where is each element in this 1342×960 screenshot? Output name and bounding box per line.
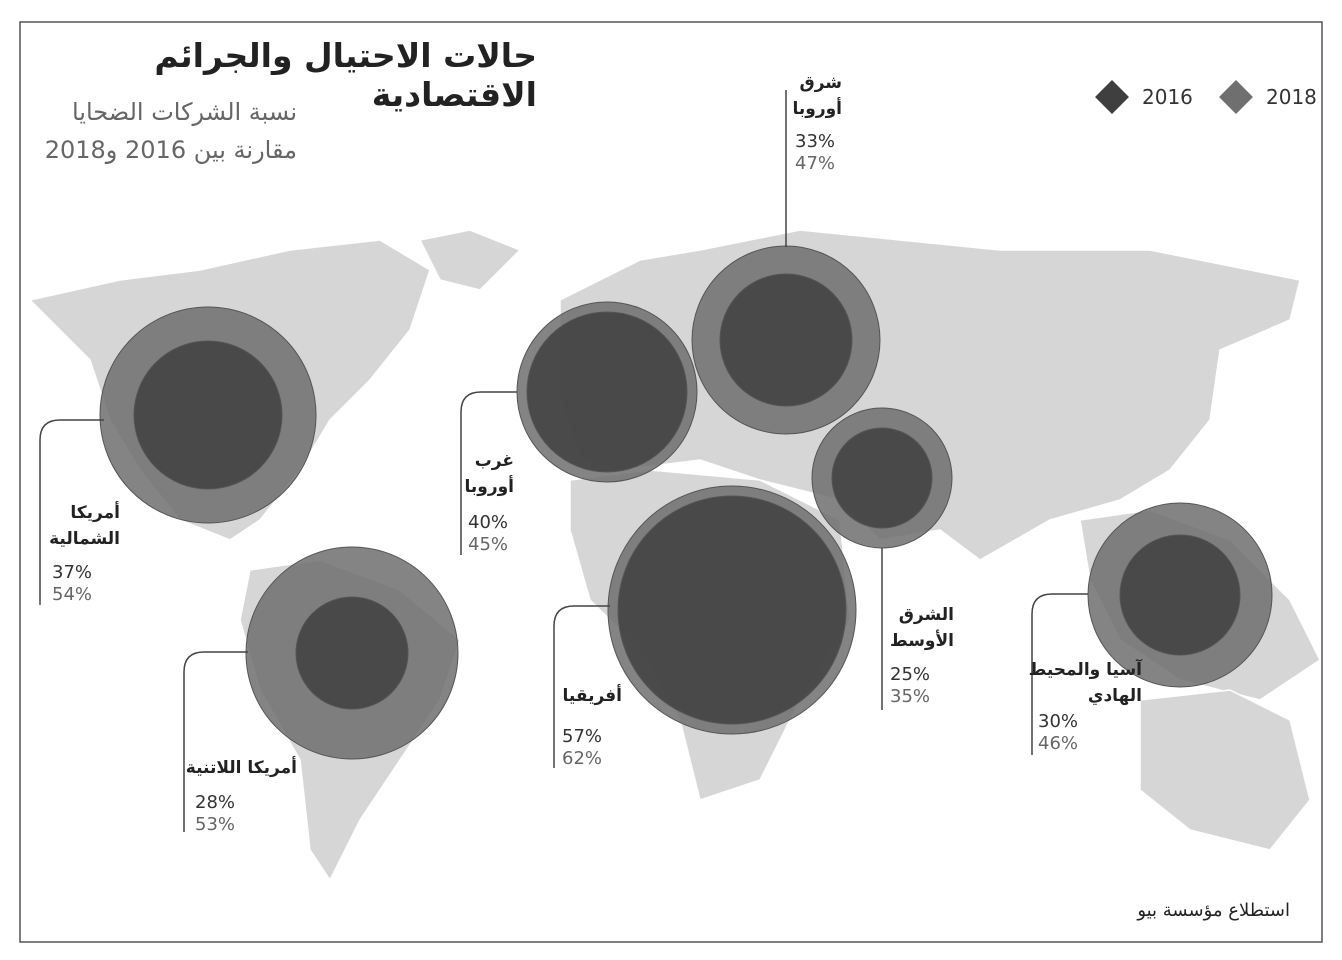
legend-swatch <box>1095 80 1129 114</box>
bubble <box>1119 534 1241 656</box>
region-name: شرق أوروبا <box>792 73 842 119</box>
value-label: 28% <box>195 792 236 813</box>
source: استطلاع مؤسسة بيو <box>1137 900 1290 921</box>
bubble <box>831 427 933 529</box>
bubble <box>295 596 409 710</box>
subtitle: مقارنة بين 2016 و2018 <box>44 136 297 164</box>
region-name: الشرق الأوسط <box>890 605 954 651</box>
bubble <box>617 495 847 725</box>
value-label: 25% <box>890 664 931 685</box>
value-label: 54% <box>52 584 93 605</box>
legend-swatch <box>1219 80 1253 114</box>
value-label: 57% <box>562 726 603 747</box>
value-label: 33% <box>795 131 836 152</box>
value-label: 62% <box>562 748 603 769</box>
leader-lines <box>39 90 1088 832</box>
subtitle: نسبة الشركات الضحايا <box>71 98 297 126</box>
region-name: أفريقيا <box>562 686 622 706</box>
value-label: 46% <box>1038 733 1079 754</box>
region-name: آسيا والمحيط الهادي <box>1028 660 1142 706</box>
legend-label: 2018 <box>1266 85 1317 109</box>
bubble <box>719 273 853 407</box>
region-name: أمريكا اللاتنية <box>185 758 297 778</box>
value-label: 40% <box>468 512 509 533</box>
region-name: غرب أوروبا <box>464 451 514 497</box>
legend-label: 2016 <box>1142 85 1193 109</box>
bubble <box>133 340 283 490</box>
title: حالات الاحتيال والجرائم الاقتصادية <box>154 36 537 114</box>
value-label: 37% <box>52 562 93 583</box>
value-label: 35% <box>890 686 931 707</box>
value-label: 45% <box>468 534 509 555</box>
bubble <box>526 311 688 473</box>
value-label: 30% <box>1038 711 1079 732</box>
value-label: 53% <box>195 814 236 835</box>
value-label: 47% <box>795 153 836 174</box>
region-name: أمريكا الشمالية <box>49 503 120 549</box>
